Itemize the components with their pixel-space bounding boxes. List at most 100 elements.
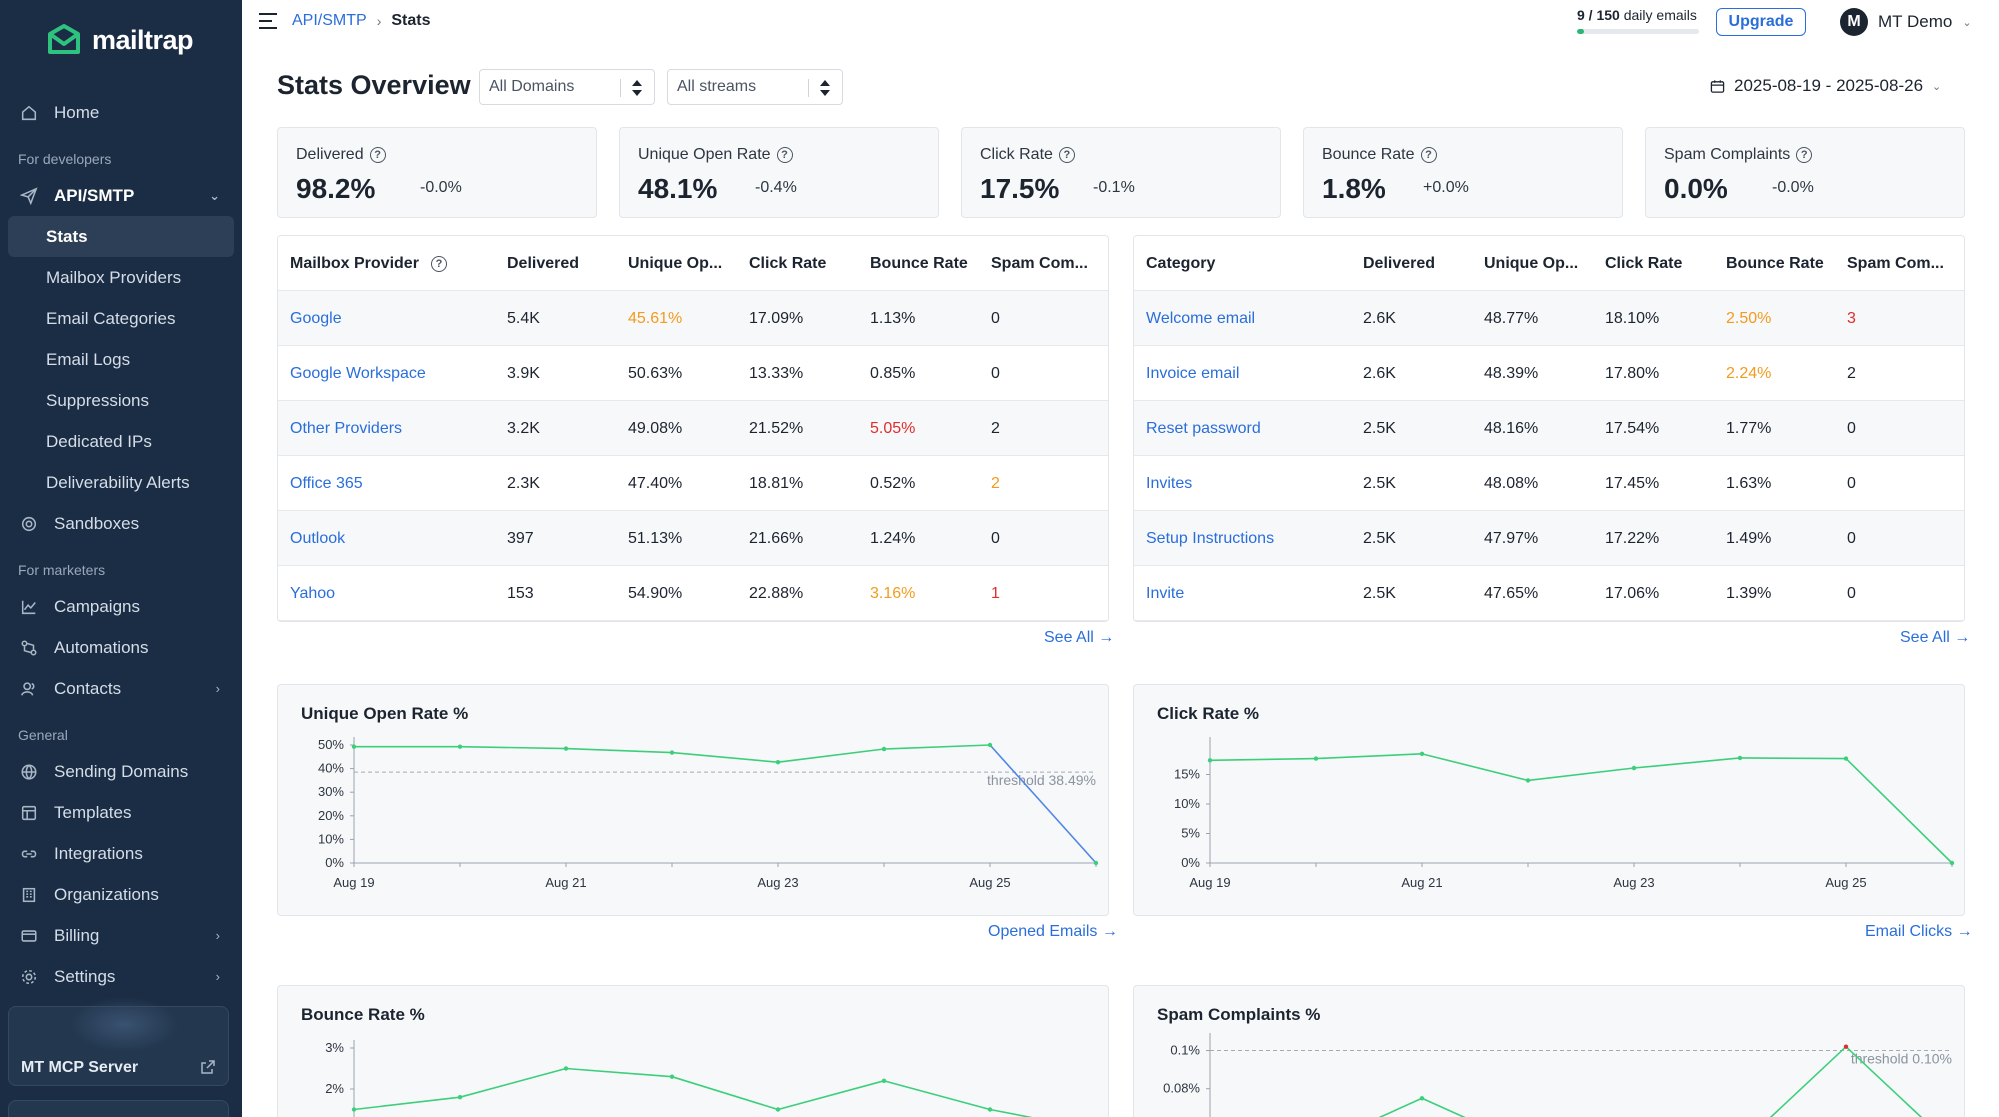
date-range-picker[interactable]: 2025-08-19 - 2025-08-26 ⌄ xyxy=(1710,76,1941,96)
column-header[interactable]: Click Rate xyxy=(1605,255,1683,272)
column-header[interactable]: Delivered xyxy=(507,255,580,272)
series-segment xyxy=(459,1067,567,1098)
column-header[interactable]: Category xyxy=(1146,255,1216,272)
sub-item-stats[interactable]: Stats xyxy=(8,216,234,257)
table-row[interactable]: Yahoo 153 54.90% 22.88% 3.16% 1 xyxy=(278,566,1108,621)
sidebar-bottom-card[interactable] xyxy=(8,1100,229,1117)
table-header-row: Category Delivered Unique Op... Click Rate B… xyxy=(1134,236,1964,291)
nav-sending-domains[interactable]: Sending Domains xyxy=(8,751,234,792)
row-name-link[interactable]: Other Providers xyxy=(290,420,403,437)
updown-arrows-icon xyxy=(632,80,642,96)
nav-home[interactable]: Home xyxy=(8,92,234,133)
user-name: MT Demo xyxy=(1878,12,1953,31)
breadcrumb-api-smtp[interactable]: API/SMTP xyxy=(292,12,367,29)
table-row[interactable]: Invoice email 2.6K 48.39% 17.80% 2.24% 2 xyxy=(1134,346,1964,401)
nav-billing[interactable]: Billing › xyxy=(8,915,234,956)
calendar-icon xyxy=(1710,79,1725,93)
row-name-link[interactable]: Yahoo xyxy=(290,585,336,602)
table-row[interactable]: Office 365 2.3K 47.40% 18.81% 0.52% 2 xyxy=(278,456,1108,511)
mcp-server-card[interactable]: MT MCP Server xyxy=(8,997,229,1086)
column-header[interactable]: Bounce Rate xyxy=(1726,255,1824,272)
column-header[interactable]: Unique Op... xyxy=(628,255,723,272)
contacts-icon xyxy=(18,678,40,700)
sub-item-mailbox-providers[interactable]: Mailbox Providers xyxy=(46,267,182,287)
sub-item-deliverability-alerts[interactable]: Deliverability Alerts xyxy=(46,472,190,492)
building-icon xyxy=(18,884,40,906)
row-name-link[interactable]: Reset password xyxy=(1146,420,1261,437)
upgrade-button[interactable]: Upgrade xyxy=(1716,8,1806,36)
sub-item-email-categories[interactable]: Email Categories xyxy=(46,308,176,328)
table-row[interactable]: Invite 2.5K 47.65% 17.06% 1.39% 0 xyxy=(1134,566,1964,621)
section-developers: For developers xyxy=(18,151,112,167)
providers-see-all-link[interactable]: See All → xyxy=(1044,629,1115,646)
row-name-link[interactable]: Invites xyxy=(1146,475,1193,492)
nav-sandboxes[interactable]: Sandboxes xyxy=(8,503,234,544)
email-clicks-link[interactable]: Email Clicks → xyxy=(1865,923,1973,940)
table-row[interactable]: Invites 2.5K 48.08% 17.45% 1.63% 0 xyxy=(1134,456,1964,511)
sidebar: mailtrap Home For developers API/SMTP ⌄ … xyxy=(0,0,242,1117)
row-name-link[interactable]: Outlook xyxy=(290,530,346,547)
table-cell: 50.63% xyxy=(628,365,683,382)
column-header[interactable]: Unique Op... xyxy=(1484,255,1579,272)
nav-api-smtp[interactable]: API/SMTP ⌄ xyxy=(8,175,234,216)
column-header[interactable]: Mailbox Provider xyxy=(290,255,419,272)
column-header[interactable]: Click Rate xyxy=(749,255,827,272)
nav-templates[interactable]: Templates xyxy=(8,792,234,833)
table-cell: 2 xyxy=(991,420,1000,437)
series-segment xyxy=(1633,757,1741,769)
kpi-delta: -0.0% xyxy=(1772,179,1814,196)
column-header[interactable]: Spam Com... xyxy=(991,255,1088,272)
sub-item-email-logs[interactable]: Email Logs xyxy=(46,349,131,369)
categories-see-all-link[interactable]: See All → xyxy=(1900,629,1971,646)
data-point xyxy=(1737,755,1743,761)
nav-contacts[interactable]: Contacts › xyxy=(8,668,234,709)
main-content: API/SMTP › Stats 9 / 150 daily emails Up… xyxy=(242,0,1999,1117)
row-name-link[interactable]: Setup Instructions xyxy=(1146,530,1275,547)
table-row[interactable]: Google 5.4K 45.61% 17.09% 1.13% 0 xyxy=(278,291,1108,346)
data-point xyxy=(987,1107,993,1112)
help-icon[interactable]: ? xyxy=(1058,147,1075,163)
row-name-link[interactable]: Invite xyxy=(1146,585,1185,602)
nav-organizations[interactable]: Organizations xyxy=(8,874,234,915)
help-icon[interactable]: ? xyxy=(1796,147,1813,163)
row-name-link[interactable]: Welcome email xyxy=(1146,310,1256,327)
table-row[interactable]: Outlook 397 51.13% 21.66% 1.24% 0 xyxy=(278,511,1108,566)
table-row[interactable]: Google Workspace 3.9K 50.63% 13.33% 0.85% 0 xyxy=(278,346,1108,401)
sub-item-suppressions[interactable]: Suppressions xyxy=(46,390,150,410)
column-header[interactable]: Delivered xyxy=(1363,255,1436,272)
row-name-link[interactable]: Google Workspace xyxy=(290,365,426,382)
help-icon[interactable]: ? xyxy=(369,147,386,163)
nav-campaigns[interactable]: Campaigns xyxy=(8,586,234,627)
logo[interactable]: mailtrap xyxy=(0,0,242,80)
table-cell: 2 xyxy=(991,475,1000,492)
hamburger-menu-icon[interactable] xyxy=(258,12,278,30)
nav-integrations[interactable]: Integrations xyxy=(8,833,234,874)
page-title: Stats Overview xyxy=(277,70,471,100)
help-icon[interactable]: ? xyxy=(1420,147,1437,163)
series-segment xyxy=(777,1080,885,1111)
nav-automations[interactable]: Automations xyxy=(8,627,234,668)
table-row[interactable]: Welcome email 2.6K 48.77% 18.10% 2.50% 3 xyxy=(1134,291,1964,346)
table-row[interactable]: Reset password 2.5K 48.16% 17.54% 1.77% 0 xyxy=(1134,401,1964,456)
column-header[interactable]: Bounce Rate xyxy=(870,255,968,272)
help-icon[interactable]: ? xyxy=(431,256,447,272)
quota-progress-fill xyxy=(1577,29,1585,34)
table-cell: 0 xyxy=(991,365,1000,382)
table-cell: 2 xyxy=(1847,365,1856,382)
series-segment xyxy=(1378,1097,1423,1117)
table-cell: 2.5K xyxy=(1363,585,1396,602)
domain-select[interactable]: All Domains xyxy=(479,69,655,105)
user-menu[interactable]: M MT Demo ⌄ xyxy=(1840,8,1972,36)
table-row[interactable]: Setup Instructions 2.5K 47.97% 17.22% 1.49% 0 xyxy=(1134,511,1964,566)
opened-emails-link[interactable]: Opened Emails → xyxy=(988,923,1118,940)
row-name-link[interactable]: Invoice email xyxy=(1146,365,1240,382)
y-tick-label: 15% xyxy=(1174,767,1200,782)
row-name-link[interactable]: Google xyxy=(290,310,342,327)
column-header[interactable]: Spam Com... xyxy=(1847,255,1944,272)
row-name-link[interactable]: Office 365 xyxy=(290,475,363,492)
table-row[interactable]: Other Providers 3.2K 49.08% 21.52% 5.05% 2 xyxy=(278,401,1108,456)
nav-settings[interactable]: Settings › xyxy=(8,956,234,997)
sub-item-dedicated-ips[interactable]: Dedicated IPs xyxy=(46,431,152,451)
stream-select[interactable]: All streams xyxy=(667,69,843,105)
help-icon[interactable]: ? xyxy=(776,147,793,163)
